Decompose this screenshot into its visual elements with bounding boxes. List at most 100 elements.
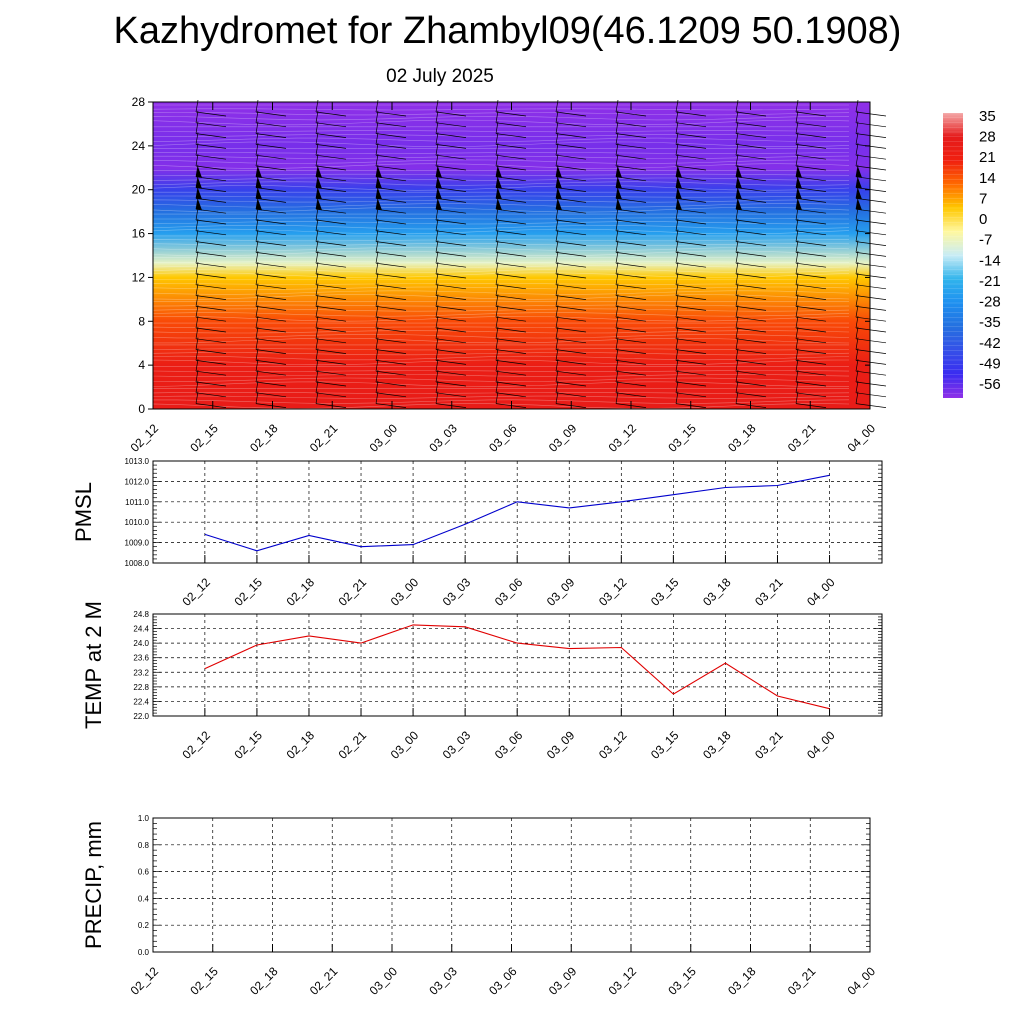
wind-barb-feather bbox=[735, 294, 739, 307]
colorbar-fill bbox=[943, 113, 963, 398]
y-tick-label: 1012.0 bbox=[125, 477, 150, 486]
wind-barb-feather bbox=[735, 380, 739, 393]
wind-barb bbox=[315, 186, 347, 203]
contour-line bbox=[152, 403, 850, 409]
wind-barb-feather bbox=[255, 143, 259, 156]
wind-barb bbox=[675, 380, 707, 398]
wind-barb-feather bbox=[255, 251, 259, 264]
wind-barb-feather bbox=[855, 186, 859, 199]
wind-barb-shaft bbox=[795, 295, 827, 300]
wind-barb-feather bbox=[735, 132, 739, 145]
wind-barb-feather bbox=[495, 251, 499, 264]
wind-barb-feather bbox=[555, 143, 559, 156]
wind-barb bbox=[315, 218, 347, 236]
contour-line bbox=[152, 337, 850, 344]
wind-barb-feather bbox=[435, 121, 439, 134]
wind-barb-feather bbox=[195, 197, 199, 210]
wind-barb bbox=[255, 132, 287, 149]
wind-barb-feather bbox=[495, 305, 499, 318]
wind-barb-feather bbox=[255, 207, 259, 221]
wind-barb-feather bbox=[375, 164, 379, 177]
contour-line bbox=[152, 224, 850, 230]
wind-barb-flag bbox=[616, 177, 622, 189]
wind-barb-shaft bbox=[675, 111, 707, 117]
wind-barb-feather bbox=[735, 359, 739, 372]
wind-barb-feather bbox=[495, 240, 499, 253]
wind-barb bbox=[735, 121, 767, 138]
wind-barb bbox=[255, 207, 287, 225]
wind-barb bbox=[795, 305, 827, 322]
wind-barb bbox=[735, 207, 767, 225]
wind-barb bbox=[855, 348, 887, 365]
wind-barb bbox=[615, 110, 647, 128]
wind-barb-feather bbox=[555, 348, 559, 361]
wind-barb-feather bbox=[495, 218, 499, 231]
wind-barb bbox=[615, 143, 647, 160]
wind-barb-shaft bbox=[495, 154, 527, 160]
y-axis-label: PMSL bbox=[71, 482, 96, 542]
wind-barb-shaft bbox=[495, 327, 527, 333]
wind-barb-feather bbox=[315, 218, 319, 231]
wind-barb bbox=[735, 359, 767, 376]
wind-barb-shaft bbox=[735, 284, 767, 290]
wind-barb-feather bbox=[735, 143, 739, 156]
wind-barb-feather bbox=[315, 229, 319, 242]
wind-barb-shaft bbox=[375, 219, 407, 225]
wind-barb-feather bbox=[375, 391, 379, 404]
wind-barb-feather bbox=[735, 348, 739, 361]
wind-barb-feather bbox=[255, 261, 259, 275]
wind-barb bbox=[855, 240, 887, 257]
colorbar-label: 21 bbox=[979, 149, 996, 166]
wind-barb-flag bbox=[256, 166, 262, 178]
contour-line bbox=[152, 115, 849, 121]
wind-barb-feather bbox=[795, 348, 799, 361]
wind-barb-shaft bbox=[795, 111, 827, 117]
wind-barb-shaft bbox=[675, 144, 707, 149]
wind-barb-shaft bbox=[495, 338, 527, 344]
wind-barb bbox=[435, 272, 467, 290]
x-tick-label: 03_06 bbox=[486, 421, 520, 455]
contour-line bbox=[152, 185, 850, 191]
y-tick-label: 24.8 bbox=[133, 610, 149, 619]
wind-barb-feather bbox=[675, 380, 679, 393]
x-tick-label: 03_18 bbox=[700, 728, 734, 762]
wind-barb-feather bbox=[735, 218, 739, 231]
wind-barb bbox=[435, 207, 467, 225]
wind-barb-feather bbox=[675, 153, 679, 167]
wind-barb-feather bbox=[375, 359, 379, 372]
contour-line bbox=[152, 133, 850, 137]
wind-barb bbox=[435, 153, 467, 171]
wind-barb-flag bbox=[556, 188, 562, 200]
contour-line bbox=[152, 373, 850, 378]
wind-barb-shaft bbox=[255, 219, 287, 225]
wind-barb bbox=[855, 153, 887, 171]
wind-barb-shaft bbox=[195, 219, 227, 225]
wind-barb-shaft bbox=[855, 327, 887, 333]
wind-barb-feather bbox=[315, 197, 319, 210]
wind-barb-feather bbox=[195, 132, 199, 145]
precip-panel: 0.0 0.2 0.4 0.6 0.8 1.0 02_12 02_15 02_18 02_21 03… bbox=[81, 814, 878, 998]
wind-barb bbox=[375, 175, 407, 192]
wind-barb bbox=[435, 143, 467, 160]
wind-barb-feather bbox=[375, 251, 379, 264]
wind-barb-feather bbox=[315, 240, 319, 253]
contour-line bbox=[152, 141, 850, 148]
wind-barb-feather bbox=[675, 283, 679, 296]
wind-barb bbox=[375, 305, 407, 322]
wind-barb bbox=[315, 391, 347, 408]
wind-barb-feather bbox=[375, 218, 379, 231]
x-tick-label: 03_03 bbox=[440, 728, 474, 762]
wind-barb bbox=[195, 348, 227, 365]
wind-barb bbox=[615, 337, 647, 354]
wind-barb bbox=[195, 218, 227, 236]
wind-barb bbox=[795, 175, 827, 192]
wind-barb-shaft bbox=[555, 327, 587, 333]
wind-barb-feather bbox=[795, 240, 799, 253]
wind-barb bbox=[375, 315, 407, 333]
wind-barb-feather bbox=[435, 369, 439, 383]
wind-barb-feather bbox=[315, 294, 319, 307]
wind-barb-feather bbox=[735, 391, 739, 404]
wind-barb bbox=[555, 110, 587, 128]
wind-barb-feather bbox=[255, 369, 259, 383]
wind-barb bbox=[615, 359, 647, 376]
